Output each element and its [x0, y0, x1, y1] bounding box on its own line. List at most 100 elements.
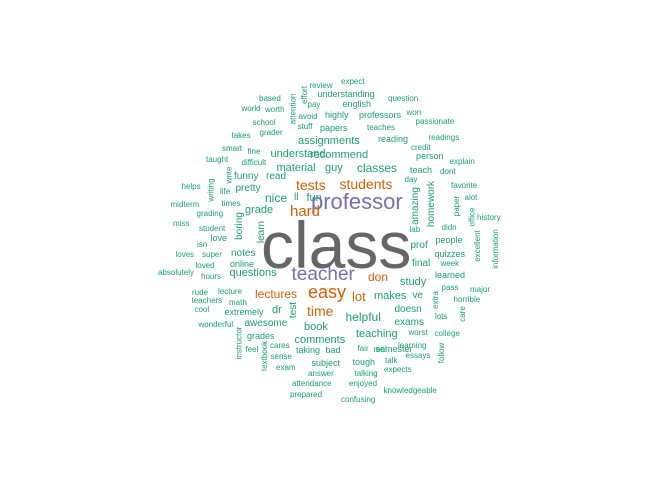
word-subject: subject [311, 357, 341, 368]
word-worst: worst [408, 328, 428, 337]
word-credit: credit [411, 143, 431, 152]
word-fine: fine [247, 147, 261, 156]
word-super: super [202, 250, 223, 259]
word-funny: funny [234, 171, 259, 182]
word-paper: paper [452, 195, 462, 217]
word-people: people [435, 234, 463, 245]
word-midterm: midterm [170, 200, 200, 209]
word-taught: taught [206, 155, 229, 164]
word-based: based [259, 94, 281, 103]
word-attention: attention [287, 93, 297, 125]
word-cares: cares [270, 341, 290, 350]
word-essays: essays [405, 351, 431, 360]
word-reading: reading [378, 133, 409, 144]
word-hard: hard [290, 202, 321, 220]
word-pay: pay [307, 100, 321, 109]
word-professors: professors [359, 109, 402, 120]
word-absolutely: absolutely [158, 268, 195, 277]
word-lectures: lectures [255, 287, 298, 301]
word-talk: talk [385, 356, 398, 365]
word-assignments: assignments [298, 134, 360, 147]
word-read: read [266, 171, 287, 182]
word-helpful: helpful [345, 310, 381, 324]
word-ll: ll [294, 192, 299, 203]
word-teaches: teaches [367, 123, 396, 132]
word-bad: bad [325, 344, 341, 355]
word-homework: homework [426, 180, 438, 228]
word-expect: expect [341, 77, 365, 86]
word-answer: answer [308, 369, 334, 378]
word-love: love [210, 232, 228, 243]
word-comments: comments [294, 333, 346, 346]
word-expects: expects [384, 365, 412, 374]
word-dr: dr [272, 303, 282, 316]
word-don: don [368, 270, 389, 284]
word-lab: lab [409, 225, 421, 234]
word-college: college [434, 329, 460, 338]
word-writing: writing [206, 178, 216, 202]
word-boring: boring [233, 212, 245, 240]
word-care: care [457, 306, 467, 322]
word-instructor: instructor [233, 326, 243, 360]
word-pretty: pretty [235, 183, 261, 194]
word-worth: worth [265, 105, 285, 114]
word-teaching: teaching [356, 327, 398, 340]
word-ve: ve [412, 290, 424, 301]
word-passionate: passionate [415, 117, 455, 126]
word-won: won [406, 108, 422, 117]
word-excellent: excellent [472, 230, 482, 262]
word-wonderful: wonderful [198, 320, 234, 329]
word-loved: loved [195, 261, 215, 270]
word-online: online [230, 258, 255, 269]
word-enjoyed: enjoyed [349, 379, 378, 388]
word-write: write [223, 166, 233, 184]
word-isn: isn [197, 240, 208, 249]
word-major: major [470, 285, 491, 294]
word-cool: cool [194, 305, 210, 314]
word-information: information [490, 229, 500, 269]
word-class: class [261, 208, 412, 282]
word-smart: smart [222, 144, 242, 153]
word-tests: tests [296, 177, 326, 193]
word-exams: exams [394, 317, 424, 328]
word-office: office [466, 207, 476, 227]
word-pass: pass [441, 283, 459, 292]
word-quizzes: quizzes [434, 248, 466, 259]
word-papers: papers [320, 122, 348, 133]
word-real: real [373, 345, 387, 354]
word-final: final [412, 258, 431, 269]
word-helps: helps [181, 182, 201, 191]
word-professor: professor [311, 189, 403, 214]
word-understand: understand [270, 147, 326, 160]
word-fun: fun [306, 191, 322, 204]
word-confusing: confusing [341, 395, 376, 404]
word-exam: exam [276, 363, 296, 372]
word-extremely: extremely [224, 306, 264, 317]
word-grades: grades [247, 330, 275, 341]
word-questions: questions [229, 266, 277, 279]
word-miss: miss [173, 219, 190, 228]
word-hours: hours [201, 272, 222, 281]
word-day: day [404, 175, 418, 184]
word-awesome: awesome [244, 318, 288, 329]
word-lots: lots [435, 312, 448, 321]
word-person: person [416, 150, 444, 161]
word-learn: learn [256, 220, 268, 244]
word-extra: extra [430, 291, 440, 309]
word-school: school [252, 118, 276, 127]
word-feel: feel [245, 345, 259, 354]
word-knowledgeable: knowledgeable [383, 386, 437, 395]
word-world: world [241, 104, 261, 113]
word-teacher: teacher [291, 263, 355, 285]
word-difficult: difficult [241, 158, 267, 167]
word-guy: guy [325, 161, 343, 174]
word-book: book [304, 320, 328, 333]
word-easy: easy [308, 282, 347, 302]
word-makes: makes [374, 289, 407, 302]
word-material: material [276, 161, 316, 174]
word-test: test [288, 301, 300, 319]
word-readings: readings [428, 133, 460, 142]
word-horrible: horrible [453, 295, 481, 304]
word-highly: highly [325, 109, 349, 120]
word-doesn: doesn [394, 304, 422, 315]
